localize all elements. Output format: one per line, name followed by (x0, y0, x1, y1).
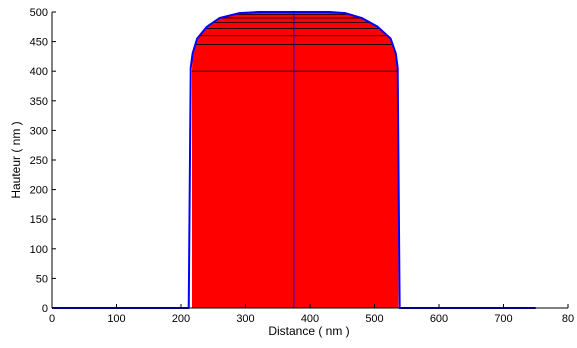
fill-layer (191, 12, 399, 308)
x-tick-label: 600 (430, 313, 448, 325)
x-tick-label: 300 (236, 313, 254, 325)
red-fill-area (191, 12, 399, 308)
y-tick-label: 150 (30, 214, 48, 226)
x-tick-label: 500 (365, 313, 383, 325)
x-ticks: 0 100 200 300 400 500 600 700 80 (49, 304, 574, 325)
y-tick-label: 400 (30, 66, 48, 78)
y-tick-label: 250 (30, 155, 48, 167)
y-tick-label: 200 (30, 185, 48, 197)
x-tick-label: 0 (49, 313, 55, 325)
profile-layer (52, 11, 536, 309)
x-tick-label: 700 (494, 313, 512, 325)
y-tick-label: 100 (30, 244, 48, 256)
y-tick-label: 450 (30, 37, 48, 49)
y-axis-label: Hauteur ( nm ) (9, 121, 23, 198)
y-tick-label: 300 (30, 125, 48, 137)
x-tick-label: 80 (562, 313, 574, 325)
y-ticks: 0 50 100 150 200 250 300 350 400 450 500 (30, 7, 56, 315)
x-tick-label: 200 (172, 313, 190, 325)
y-tick-label: 500 (30, 7, 48, 19)
profile-outline (52, 11, 536, 309)
x-axis-label: Distance ( nm ) (268, 324, 349, 338)
y-tick-label: 350 (30, 96, 48, 108)
y-tick-label: 50 (36, 273, 48, 285)
x-tick-label: 400 (301, 313, 319, 325)
y-tick-label: 0 (42, 303, 48, 315)
x-tick-label: 100 (107, 313, 125, 325)
